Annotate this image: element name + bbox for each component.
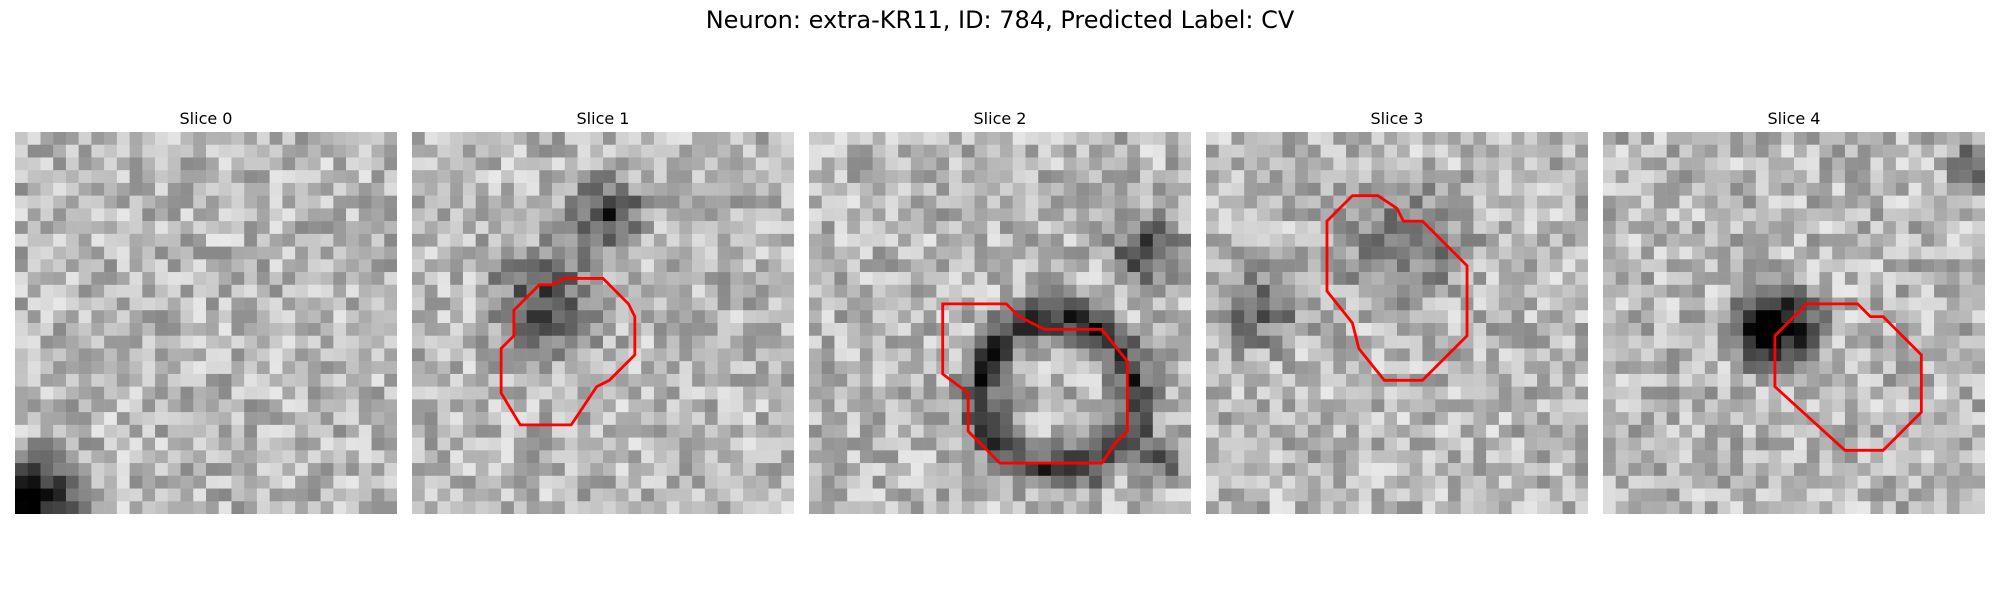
slice-title-2: Slice 2: [973, 109, 1027, 128]
slice-image-3: [1206, 132, 1588, 514]
roi-contour-4: [1773, 302, 1923, 452]
slice-title-0: Slice 0: [179, 109, 233, 128]
roi-contour-1: [499, 277, 637, 427]
slice-image-2: [809, 132, 1191, 514]
slice-image-4: [1603, 132, 1985, 514]
slice-panel-4: Slice 4: [1603, 106, 1985, 514]
slice-title-1: Slice 1: [576, 109, 630, 128]
slice-panel-0: Slice 0: [15, 106, 397, 514]
roi-contour-3: [1325, 194, 1469, 382]
slice-panel-3: Slice 3: [1206, 106, 1588, 514]
slice-image-0: [15, 132, 397, 514]
roi-contour-2: [941, 302, 1129, 465]
figure-title: Neuron: extra-KR11, ID: 784, Predicted L…: [705, 6, 1295, 34]
slice-panel-2: Slice 2: [809, 106, 1191, 514]
slice-image-1: [412, 132, 794, 514]
slice-panel-1: Slice 1: [412, 106, 794, 514]
slice-title-4: Slice 4: [1767, 109, 1821, 128]
slice-title-3: Slice 3: [1370, 109, 1424, 128]
